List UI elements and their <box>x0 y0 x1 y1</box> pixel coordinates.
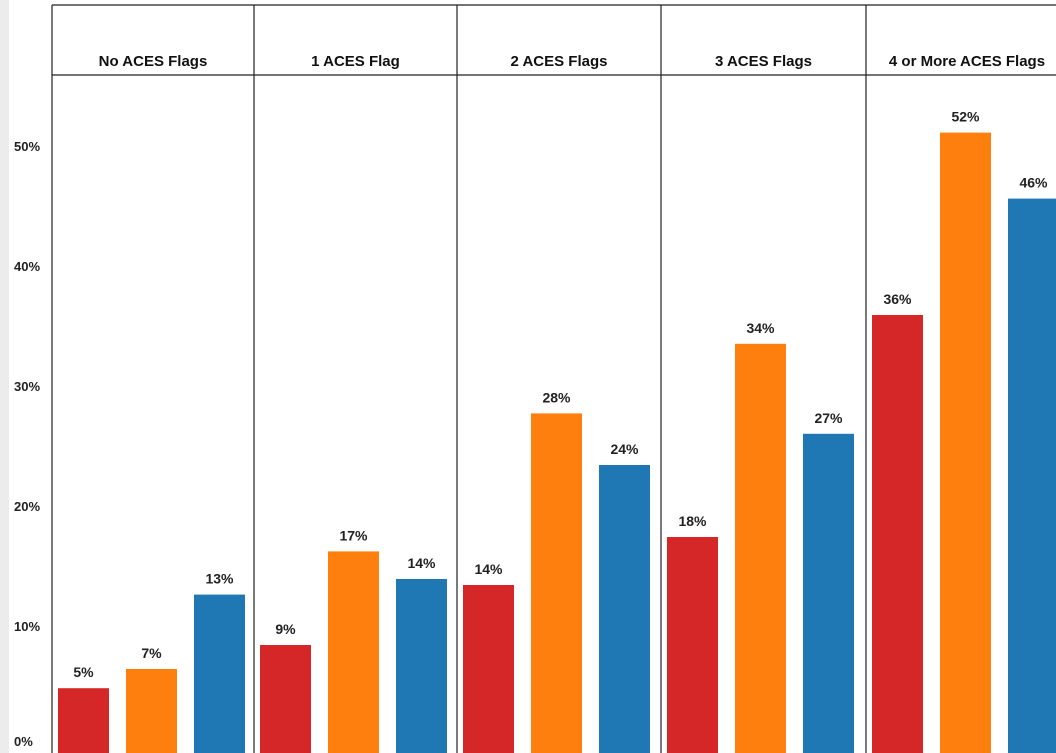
panel-titles: No ACES Flags 1 ACES Flag 2 ACES Flags 3 AC… <box>99 53 1045 70</box>
data-label: 5% <box>73 664 94 680</box>
bar <box>940 132 991 753</box>
bar <box>463 585 514 753</box>
bar <box>58 688 109 753</box>
bar <box>396 579 447 753</box>
bar <box>1008 198 1056 753</box>
data-label: 24% <box>610 441 639 457</box>
bar <box>667 537 718 753</box>
data-label: 52% <box>951 109 980 125</box>
data-label: 13% <box>205 571 234 587</box>
y-tick-label: 50% <box>14 139 40 154</box>
data-label: 9% <box>275 621 296 637</box>
data-label: 17% <box>339 527 368 543</box>
y-tick-label: 40% <box>14 259 40 274</box>
bar <box>872 315 923 753</box>
data-label: 28% <box>542 389 571 405</box>
bars <box>58 132 1056 753</box>
bar <box>803 433 854 753</box>
y-axis: 0% 10% 20% 30% 40% 50% <box>14 139 40 749</box>
y-tick-label: 0% <box>14 734 33 749</box>
bar <box>735 343 786 753</box>
data-label: 34% <box>746 320 775 336</box>
data-label: 36% <box>883 291 912 307</box>
bar <box>126 669 177 753</box>
panel-title: 4 or More ACES Flags <box>889 53 1045 70</box>
left-margin-strip <box>0 0 9 753</box>
y-tick-label: 20% <box>14 499 40 514</box>
panel-title: No ACES Flags <box>99 53 208 70</box>
data-label: 46% <box>1019 175 1048 191</box>
bar <box>328 551 379 753</box>
data-labels: 5% 7% 13% 9% 17% 14% 14% 28% 24% 18% 34% 27% 36% 52% 4… <box>73 109 1048 681</box>
y-tick-label: 30% <box>14 379 40 394</box>
panel-title: 3 ACES Flags <box>715 53 812 70</box>
bar <box>531 413 582 753</box>
data-label: 14% <box>407 555 436 571</box>
data-label: 7% <box>141 645 162 661</box>
panel-title: 1 ACES Flag <box>311 53 400 70</box>
data-label: 14% <box>474 561 503 577</box>
data-label: 27% <box>814 410 843 426</box>
y-tick-label: 10% <box>14 619 40 634</box>
bar <box>599 465 650 753</box>
panel-frame <box>51 4 1056 753</box>
panel-title: 2 ACES Flags <box>511 53 608 70</box>
data-label: 18% <box>678 513 707 529</box>
bar <box>194 594 245 753</box>
bar <box>260 645 311 753</box>
